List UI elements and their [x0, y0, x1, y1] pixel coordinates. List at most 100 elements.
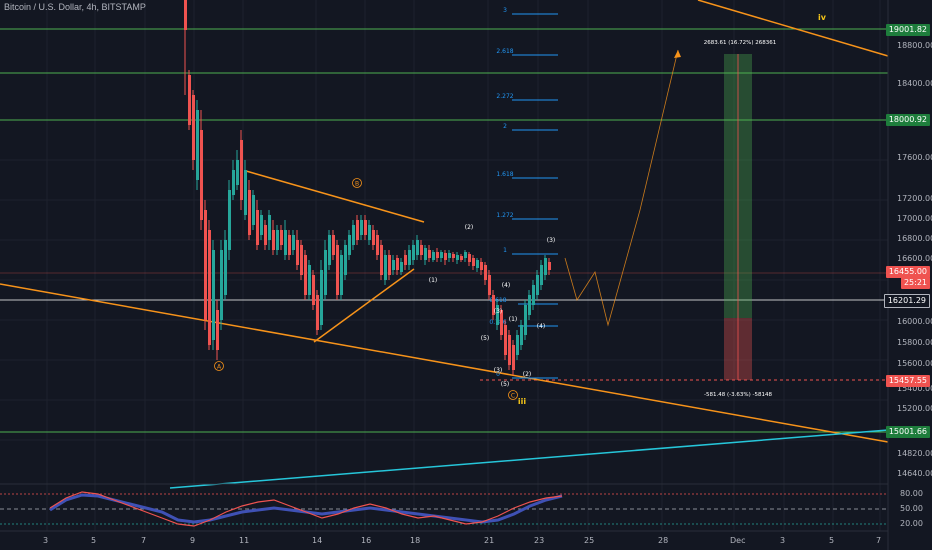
candle [492, 295, 495, 315]
candle [540, 265, 543, 285]
candle [520, 325, 523, 345]
candle [444, 253, 447, 260]
price-tag: 19001.82 [885, 24, 930, 36]
candle [288, 235, 291, 255]
circled-wave-b: B [352, 178, 362, 188]
candle [320, 270, 323, 325]
candle [184, 0, 187, 30]
time-tick: 23 [534, 536, 545, 545]
triangle-lower [313, 268, 415, 343]
candle [256, 210, 259, 245]
candle [328, 235, 331, 265]
price-tick: 15400.00 [897, 384, 932, 393]
candle [244, 170, 247, 215]
wave-label: (2) [465, 224, 474, 231]
candle [544, 258, 547, 275]
wave-label: (3) [547, 237, 556, 244]
indicator-level: 80.00 [900, 489, 923, 498]
candle [228, 190, 231, 250]
price-tag: 16201.29 [883, 294, 930, 308]
triangle-upper [245, 170, 425, 223]
price-tick: 14820.00 [897, 449, 932, 458]
candle [340, 255, 343, 295]
time-tick: 7 [876, 536, 882, 545]
projection-path [564, 49, 679, 327]
wave-label: (1) [509, 316, 518, 323]
price-tag: 25:21 [900, 277, 930, 289]
projection-arrow [674, 50, 681, 58]
price-tag: 15001.66 [885, 426, 930, 438]
candle [440, 252, 443, 258]
candle [304, 255, 307, 295]
fib-label: 2 [503, 123, 507, 130]
candle [456, 255, 459, 260]
candle [252, 195, 255, 225]
candle [480, 262, 483, 270]
candle [516, 335, 519, 355]
wave-label: (3) [494, 367, 503, 374]
candle [204, 210, 207, 320]
candle [460, 256, 463, 260]
candle [420, 245, 423, 255]
candle [240, 140, 243, 200]
price-tick: 15200.00 [897, 404, 932, 413]
candle [408, 250, 411, 265]
candle [260, 215, 263, 235]
time-tick: 18 [410, 536, 421, 545]
candle [344, 245, 347, 275]
candle [496, 305, 499, 325]
candle [388, 255, 391, 275]
candle [308, 265, 311, 295]
time-tick: 16 [361, 536, 372, 545]
candle [316, 295, 319, 330]
fib-label: 0 [496, 371, 500, 378]
wave-label: (4) [502, 282, 511, 289]
fib-label: 1 [503, 247, 507, 254]
candle [500, 310, 503, 335]
wave-label: (2) [523, 371, 532, 378]
candle [232, 170, 235, 195]
candle [352, 225, 355, 245]
candle [284, 230, 287, 255]
wave-label: (1) [429, 277, 438, 284]
price-tick: 18800.00 [897, 41, 932, 50]
price-tag: 15457.55 [885, 375, 930, 387]
roman-label-iii: iii [518, 397, 526, 406]
cyan-trendline [169, 429, 889, 489]
candle [512, 345, 515, 370]
candle [372, 230, 375, 245]
candle [368, 225, 371, 240]
candle [200, 130, 203, 220]
roman-label-iv: iv [818, 13, 827, 22]
candle [224, 240, 227, 295]
candle [488, 275, 491, 295]
candle [292, 235, 295, 250]
candle [272, 230, 275, 250]
price-tag: 16455.00 [885, 266, 930, 278]
price-tick: 15800.00 [897, 338, 932, 347]
candle [428, 250, 431, 258]
price-tick: 14640.00 [897, 469, 932, 478]
price-tick: 15600.00 [897, 359, 932, 368]
candle [436, 252, 439, 258]
candle [248, 190, 251, 235]
candle [268, 215, 271, 240]
indicator-red-line [49, 491, 563, 527]
time-tick: 25 [584, 536, 595, 545]
price-tick: 17000.00 [897, 214, 932, 223]
fib-label: 2.618 [496, 48, 513, 55]
measure-lower-label: -581.48 (-3.63%) -58148 [704, 392, 772, 398]
candle [364, 220, 367, 235]
circled-wave-c: C [508, 390, 518, 400]
candle [360, 220, 363, 235]
price-tick: 16000.00 [897, 317, 932, 326]
candle [216, 310, 219, 350]
candle [324, 250, 327, 295]
indicator-level: 20.00 [900, 519, 923, 528]
wave-label: (4) [537, 323, 546, 330]
fib-label: 1.618 [496, 171, 513, 178]
candle [336, 245, 339, 295]
fib-label: 1.272 [496, 212, 513, 219]
time-tick: 28 [658, 536, 669, 545]
